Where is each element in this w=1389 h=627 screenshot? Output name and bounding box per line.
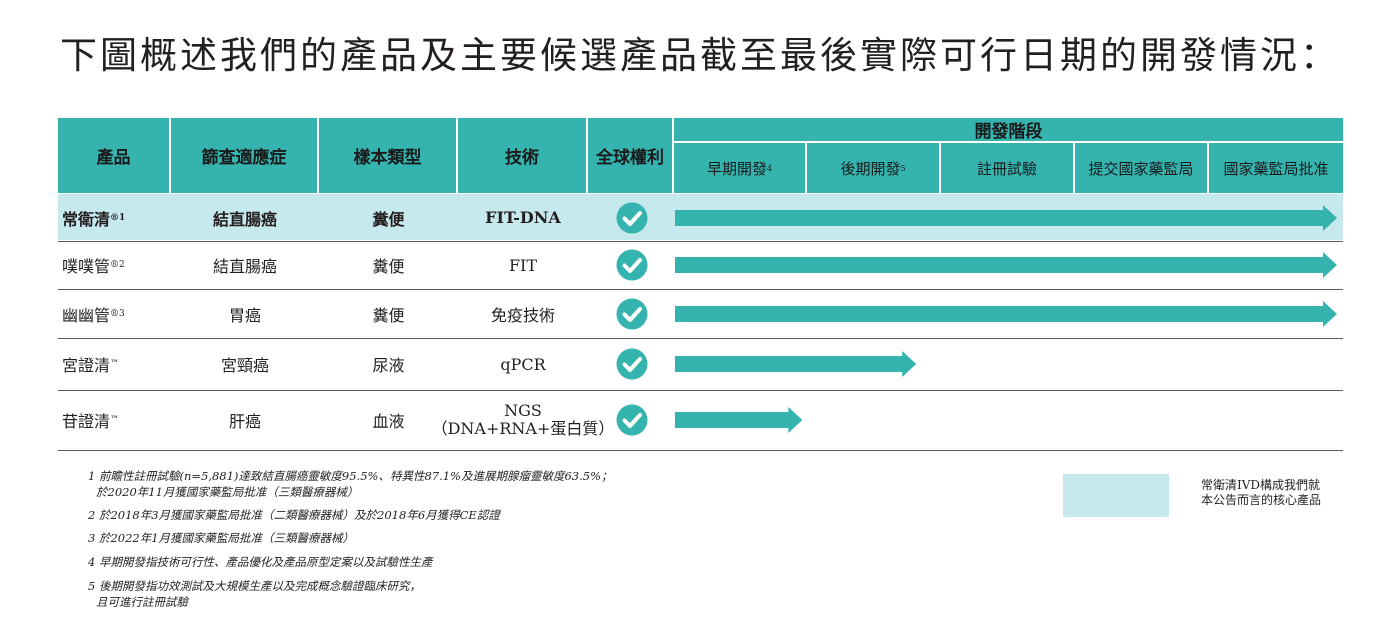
product-name: 苷證清 xyxy=(62,412,111,431)
product-mark: ®1 xyxy=(110,212,126,223)
cell-product: 宮證清 ™ xyxy=(58,338,175,390)
cell-sample: 糞便 xyxy=(372,209,405,229)
cell-technology: NGS （DNA+RNA+蛋白質） xyxy=(432,390,615,450)
row-divider xyxy=(58,241,1343,242)
technology-name: NGS xyxy=(504,401,542,420)
cell-product: 苷證清 ™ xyxy=(58,390,175,450)
header-sample-type: 樣本類型 xyxy=(319,118,458,193)
product-mark: ™ xyxy=(110,359,120,369)
footnote-4: 4 早期開發指技術可行性、產品優化及產品原型定案以及試驗性生產 xyxy=(88,555,433,569)
cell-indication: 胃癌 xyxy=(228,305,261,325)
footnote-2: 2 於2018年3月獲國家藥監局批准（二類醫療器械）及於2018年6月獲得CE認… xyxy=(88,508,500,522)
legend-text: 常衛清IVD構成我們就 本公告而言的核心產品 xyxy=(1201,478,1322,507)
footnote-5: 5 後期開發指功效測試及大規模生產以及完成概念驗證臨床研究， 且可進行註冊試驗 xyxy=(88,579,421,609)
row-divider xyxy=(58,390,1343,391)
product-mark: ®3 xyxy=(110,308,125,319)
product-name: 宮證清 xyxy=(62,356,111,375)
check-circle-icon xyxy=(616,249,648,281)
cell-technology: FIT-DNA xyxy=(485,208,561,227)
progress-arrow xyxy=(675,407,803,433)
header-development-stage: 開發階段 xyxy=(674,118,1343,143)
cell-technology: FIT xyxy=(508,255,538,275)
row-divider xyxy=(58,338,1343,339)
header-stage-registration: 註冊試驗 xyxy=(941,143,1075,193)
cell-indication: 肝癌 xyxy=(228,412,261,431)
product-mark: ®2 xyxy=(110,260,125,270)
cell-product: 常衛清 ®1 xyxy=(58,194,175,241)
product-name: 噗噗管 xyxy=(62,257,111,276)
check-circle-icon xyxy=(616,404,648,436)
progress-arrow xyxy=(675,300,1337,327)
cell-sample: 糞便 xyxy=(372,305,405,325)
footnote-1: 1 前瞻性註冊試驗(n=5,881)達致結直腸癌靈敏度95.5%、特異性87.1… xyxy=(88,469,613,499)
progress-arrow xyxy=(675,204,1337,231)
header-stage-early: 早期開發 4 xyxy=(674,143,807,193)
technology-detail: （DNA+RNA+蛋白質） xyxy=(431,419,615,438)
header-indication: 篩查適應症 xyxy=(171,118,319,193)
cell-sample: 糞便 xyxy=(372,257,405,276)
cell-sample: 尿液 xyxy=(372,356,405,375)
header-global-rights: 全球權利 xyxy=(588,118,674,193)
row-divider xyxy=(58,450,1343,451)
check-circle-icon xyxy=(616,298,648,329)
product-mark: ™ xyxy=(110,415,120,425)
cell-product: 幽幽管 ®3 xyxy=(58,289,175,338)
cell-sample: 血液 xyxy=(372,412,405,431)
header-stage-nmpa-submission: 提交國家藥監局 xyxy=(1075,143,1209,193)
cell-indication: 結直腸癌 xyxy=(212,257,277,276)
row-divider xyxy=(58,289,1343,290)
header-stage-nmpa-approval: 國家藥監局批准 xyxy=(1209,143,1343,193)
footnote-3: 3 於2022年1月獲國家藥監局批准（三類醫療器械） xyxy=(88,531,355,545)
progress-arrow xyxy=(675,351,917,377)
progress-arrow xyxy=(675,252,1337,278)
cell-indication: 結直腸癌 xyxy=(212,209,277,229)
cell-indication: 宮頸癌 xyxy=(220,356,269,375)
check-circle-icon xyxy=(616,348,648,380)
header-product: 產品 xyxy=(58,118,171,193)
legend-swatch xyxy=(1063,474,1169,517)
header-technology: 技術 xyxy=(458,118,588,193)
cell-product: 噗噗管 ®2 xyxy=(58,241,175,289)
header-stage-late: 後期開發 5 xyxy=(807,143,941,193)
cell-technology: qPCR xyxy=(500,354,546,374)
page-title: 下圖概述我們的產品及主要候選產品截至最後實際可行日期的開發情況： xyxy=(60,34,1340,77)
product-name: 幽幽管 xyxy=(62,305,111,325)
cell-technology: 免疫技術 xyxy=(490,305,555,325)
product-name: 常衛清 xyxy=(62,209,111,229)
check-circle-icon xyxy=(616,202,648,233)
